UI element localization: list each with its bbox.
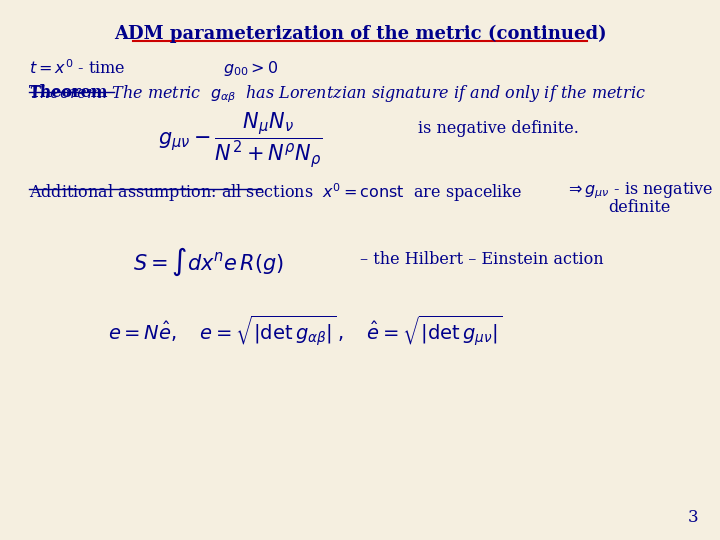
- Text: $t = x^{0}$ - time: $t = x^{0}$ - time: [29, 59, 125, 78]
- Text: $g_{\mu\nu} - \dfrac{N_{\mu}N_{\nu}}{N^{2} + N^{\rho}N_{\rho}}$: $g_{\mu\nu} - \dfrac{N_{\mu}N_{\nu}}{N^{…: [158, 111, 323, 170]
- Text: 3: 3: [688, 510, 698, 526]
- Text: Theorem: Theorem: [29, 84, 108, 100]
- Text: definite: definite: [608, 199, 671, 215]
- Text: is negative definite.: is negative definite.: [418, 120, 578, 137]
- Text: ADM parameterization of the metric (continued): ADM parameterization of the metric (cont…: [114, 24, 606, 43]
- Text: Additional assumption: all sections  $x^{0} = \mathrm{const}$  are spacelike: Additional assumption: all sections $x^{…: [29, 181, 522, 204]
- Text: $\Rightarrow g_{\mu\nu}$ - is negative: $\Rightarrow g_{\mu\nu}$ - is negative: [565, 181, 714, 201]
- Text: $S = \int dx^{n} e\, R(g)$: $S = \int dx^{n} e\, R(g)$: [133, 246, 284, 278]
- Text: Theorem. The metric  $g_{\alpha\beta}$  has Lorentzian signature if and only if : Theorem. The metric $g_{\alpha\beta}$ ha…: [29, 84, 646, 105]
- Text: $g_{00} > 0$: $g_{00} > 0$: [223, 59, 279, 78]
- Text: – the Hilbert – Einstein action: – the Hilbert – Einstein action: [360, 251, 603, 268]
- Text: $e = N\hat{e},\quad e = \sqrt{|\det g_{\alpha\beta}|}\,,\quad \hat{e} = \sqrt{|\: $e = N\hat{e},\quad e = \sqrt{|\det g_{\…: [108, 313, 503, 348]
